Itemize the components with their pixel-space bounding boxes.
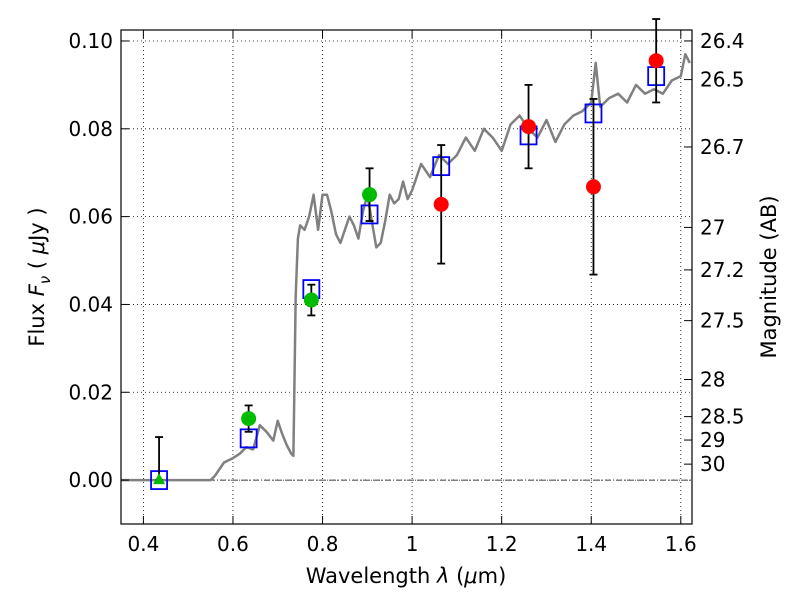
magnitude-tick-label: 28: [700, 367, 725, 391]
observed-point: [648, 53, 664, 69]
grid-lines: [121, 30, 692, 524]
y-tick-label: 0.00: [68, 468, 113, 492]
y-tick-label: 0.02: [68, 380, 113, 404]
x-tick-label: 1: [406, 532, 419, 556]
x-tick-label: 0.8: [307, 532, 339, 556]
magnitude-tick-label: 30: [700, 452, 725, 476]
observed-points-layer: [153, 53, 664, 485]
model-points-layer: [150, 66, 666, 490]
magnitude-tick-label: 27: [700, 215, 725, 239]
y-tick-label: 0.10: [68, 29, 113, 53]
y-axis-ticks: 0.00 0.02 0.04 0.06 0.08 0.10: [68, 29, 129, 492]
x-tick-label: 1.4: [575, 532, 607, 556]
observed-point: [521, 119, 537, 135]
x-tick-label: 1.6: [665, 532, 697, 556]
magnitude-tick-label: 27.5: [700, 309, 745, 333]
x-axis-label: Wavelength λ (μm): [306, 564, 507, 588]
x-axis-ticks: 0.4 0.6 0.8 1 1.2 1.4 1.6: [127, 30, 697, 556]
x-tick-label: 1.2: [486, 532, 518, 556]
magnitude-tick-label: 26.4: [700, 29, 745, 53]
y-axis-label: Flux Fν ( μJy ): [25, 207, 54, 346]
magnitude-tick-label: 26.7: [700, 135, 745, 159]
observed-point: [585, 179, 601, 195]
observed-point: [433, 196, 449, 212]
y-tick-label: 0.06: [68, 205, 113, 229]
observed-point: [241, 411, 257, 427]
x-tick-label: 0.6: [217, 532, 249, 556]
errorbars-layer: [155, 18, 661, 481]
observed-point-triangle: [153, 473, 166, 485]
y-tick-label: 0.08: [68, 117, 113, 141]
y-tick-label: 0.04: [68, 292, 113, 316]
magnitude-tick-label: 27.2: [700, 258, 745, 282]
magnitude-tick-label: 26.5: [700, 68, 745, 92]
observed-point: [362, 187, 378, 203]
observed-point: [303, 292, 319, 308]
model-spectrum-line: [121, 52, 691, 482]
magnitude-tick-label: 28.5: [700, 405, 745, 429]
magnitude-axis-label: Magnitude (AB): [757, 195, 781, 358]
plot-frame: [120, 29, 693, 525]
magnitude-tick-label: 29: [700, 428, 725, 452]
x-tick-label: 0.4: [127, 532, 159, 556]
model-spectrum-layer: [121, 52, 691, 482]
